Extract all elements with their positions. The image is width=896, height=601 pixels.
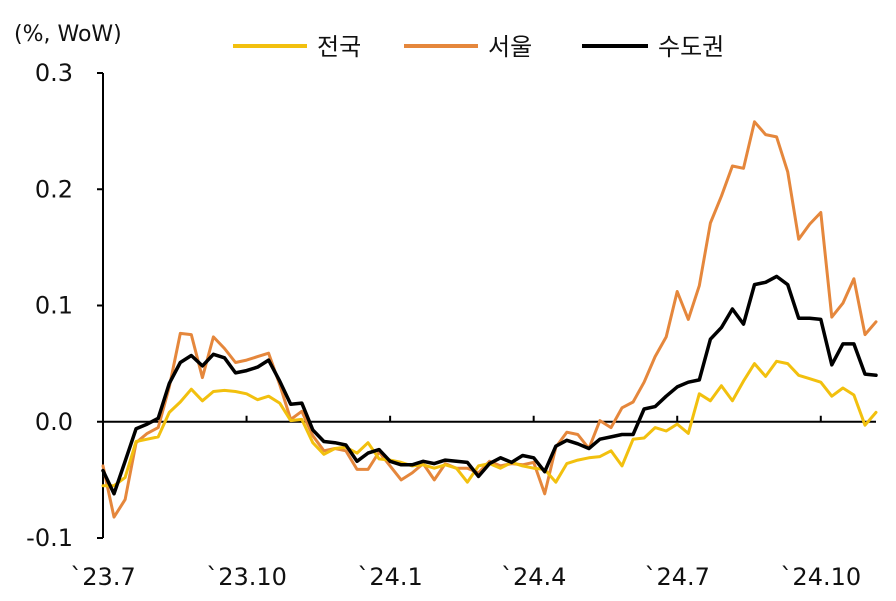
legend-label-1: 전국	[317, 33, 361, 61]
x-tick-label: `23.10	[206, 563, 287, 591]
x-tick-label: `24.4	[501, 563, 566, 591]
y-tick-label: -0.1	[26, 524, 73, 552]
legend-label-2: 서울	[488, 33, 532, 61]
series-line-1	[101, 359, 878, 488]
y-axis-unit-label: (%, WoW)	[14, 22, 122, 47]
x-axis: `23.7 `23.10 `24.1 `24.4 `24.7 `24.10	[70, 415, 876, 591]
series-layer	[101, 120, 878, 519]
legend: 전국 서울 수도권	[233, 33, 724, 61]
y-tick-label: 0.2	[35, 175, 73, 203]
x-tick-label: `24.1	[357, 563, 422, 591]
x-tick-label: `23.7	[70, 563, 135, 591]
y-tick-label: 0.3	[35, 59, 73, 87]
series-line-3	[101, 274, 878, 496]
y-tick-label: 0.1	[35, 292, 73, 320]
y-tick-label: 0.0	[35, 408, 73, 436]
series-line-2	[101, 120, 878, 519]
x-tick-label: `24.10	[780, 563, 861, 591]
legend-label-3: 수도권	[658, 33, 724, 61]
x-tick-label: `24.7	[645, 563, 710, 591]
y-axis: 0.3 0.2 0.1 0.0 -0.1	[26, 59, 104, 552]
